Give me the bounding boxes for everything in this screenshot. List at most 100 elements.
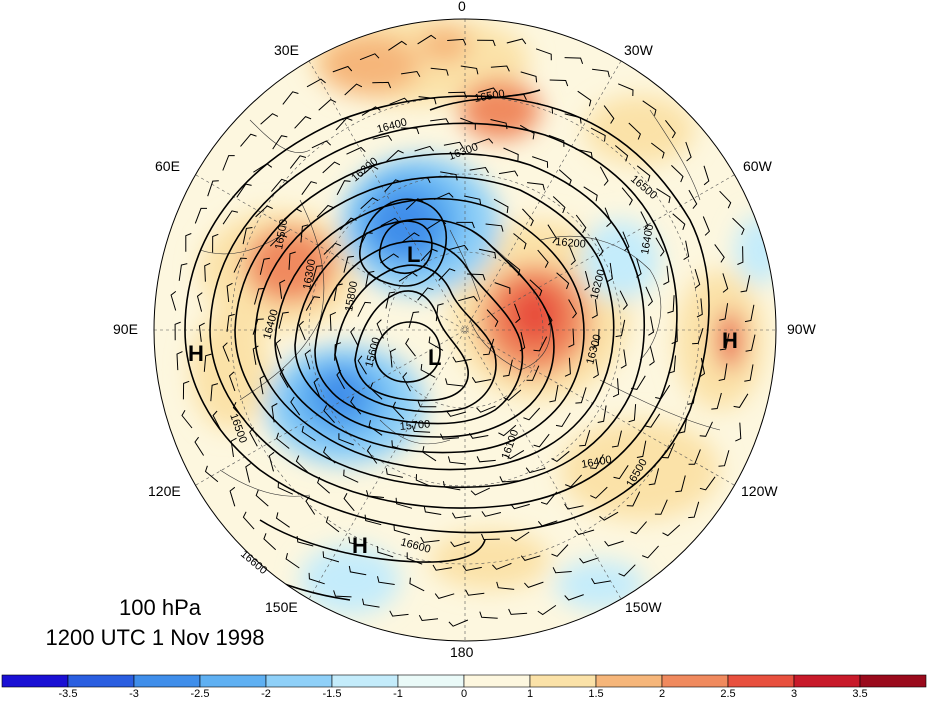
- wind-barb: [323, 242, 341, 255]
- wind-barb: [498, 170, 519, 177]
- wind-barb: [640, 211, 649, 231]
- wind-barb: [668, 355, 676, 374]
- wind-barb: [325, 516, 340, 533]
- wind-barb: [476, 456, 496, 463]
- wind-barb: [565, 474, 582, 488]
- wind-barb: [439, 433, 460, 440]
- wind-barb: [447, 456, 466, 465]
- colorbar-segment: [463, 674, 531, 688]
- wind-barb: [564, 357, 571, 377]
- colorbar-segment: [529, 674, 597, 688]
- colorbar-segment: [727, 674, 795, 688]
- wind-barb: [719, 190, 732, 209]
- wind-barb: [478, 248, 497, 259]
- wind-barb: [630, 521, 647, 535]
- wind-barb: [230, 437, 237, 457]
- wind-barb: [628, 404, 637, 423]
- colorbar-segment: [793, 674, 861, 688]
- wind-barb: [556, 272, 570, 290]
- wind-barb: [271, 178, 288, 192]
- map-border: [153, 18, 777, 642]
- wind-barb: [594, 237, 604, 257]
- colorbar-segment: [661, 674, 729, 688]
- wind-barb: [481, 533, 500, 541]
- wind-barb: [654, 499, 668, 515]
- wind-barb: [552, 567, 572, 574]
- wind-barb: [604, 540, 624, 547]
- wind-barb: [683, 240, 690, 261]
- wind-barb: [463, 195, 482, 206]
- wind-barb: [591, 578, 611, 585]
- wind-barb: [621, 187, 633, 206]
- wind-barb: [494, 282, 511, 295]
- wind-barb: [476, 405, 496, 413]
- wind-barb: [226, 313, 235, 332]
- wind-barb: [481, 511, 502, 517]
- wind-barb: [462, 565, 482, 572]
- wind-barb: [735, 422, 742, 442]
- wind-barb: [618, 83, 634, 97]
- wind-barb: [514, 303, 521, 324]
- wind-barb: [663, 265, 670, 285]
- wind-barb: [523, 407, 541, 421]
- wind-barb: [577, 90, 592, 107]
- wind-barb: [417, 401, 437, 408]
- wind-barb: [649, 346, 655, 366]
- wind-barb: [479, 611, 498, 619]
- wind-barb: [645, 286, 653, 307]
- wind-barb: [642, 100, 657, 116]
- wind-barb: [240, 133, 257, 147]
- colorbar-tick-label: -2.5: [190, 688, 210, 700]
- wind-barb: [636, 165, 651, 182]
- colorbar-segment: [265, 674, 333, 688]
- wind-barb: [343, 469, 359, 483]
- wind-barb: [549, 79, 569, 87]
- wind-barb: [242, 227, 253, 245]
- wind-barb: [702, 216, 710, 236]
- wind-barb: [305, 296, 321, 311]
- wind-barb: [269, 234, 288, 247]
- wind-barb: [408, 311, 420, 329]
- wind-barb: [203, 353, 212, 372]
- wind-barb: [222, 210, 239, 225]
- wind-barb: [665, 119, 676, 139]
- wind-barb: [620, 349, 627, 369]
- wind-barb: [288, 251, 296, 270]
- wind-barb: [290, 396, 301, 416]
- wind-barb: [599, 511, 619, 521]
- wind-barb: [402, 372, 411, 392]
- wind-barb: [506, 38, 527, 45]
- wind-barb: [420, 363, 436, 378]
- wind-barb: [574, 529, 595, 536]
- wind-barb: [282, 91, 299, 105]
- wind-barb: [614, 145, 629, 162]
- wind-barb: [389, 610, 409, 617]
- wind-barb: [301, 181, 318, 195]
- wind-barb: [336, 180, 351, 196]
- wind-barb: [430, 118, 450, 125]
- wind-barb: [322, 161, 341, 174]
- wind-barb: [568, 245, 576, 266]
- wind-barb: [434, 593, 455, 599]
- colorbar-tick-label: -3: [129, 688, 139, 700]
- wind-barb: [212, 410, 222, 430]
- colorbar-segment: [67, 674, 135, 688]
- wind-barb: [228, 371, 236, 392]
- wind-barb: [417, 34, 437, 45]
- wind-barb: [667, 295, 675, 314]
- wind-barb: [513, 233, 527, 250]
- wind-barb: [222, 155, 235, 171]
- wind-barb: [440, 171, 458, 181]
- colorbar-tick-label: 2: [658, 688, 666, 700]
- wind-barb: [527, 182, 545, 191]
- wind-barb: [207, 180, 219, 197]
- longitude-label-30e: 30E: [274, 42, 299, 58]
- wind-barb: [301, 425, 316, 442]
- wind-barb: [311, 140, 332, 149]
- wind-barb: [304, 349, 311, 370]
- wind-barb: [575, 148, 593, 159]
- wind-barb: [212, 233, 219, 253]
- height-contours: [179, 89, 710, 601]
- wind-barb: [490, 119, 508, 130]
- wind-barb: [579, 557, 599, 564]
